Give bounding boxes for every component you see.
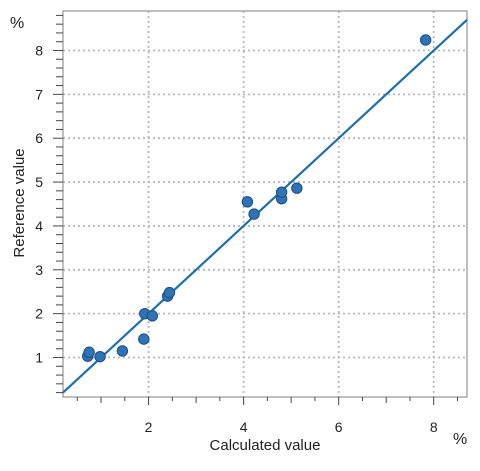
y-tick-label: 4 [35,218,43,234]
data-point [419,34,432,46]
data-point [146,310,159,322]
data-point [291,182,303,194]
y-tick-label: 8 [35,42,43,58]
data-point [163,286,176,299]
y-tick-label: 2 [35,306,43,322]
data-point [138,333,150,345]
data-point [248,208,260,220]
x-unit-label: % [453,431,467,448]
x-axis-label: Calculated value [210,437,321,454]
grid-layer [63,11,467,397]
x-tick-label: 2 [145,419,153,435]
y-tick-label: 1 [35,350,43,366]
data-point [241,196,254,208]
y-unit-label: % [10,15,24,32]
y-axis-label: Reference value [11,148,28,257]
data-point [116,345,129,357]
tick-layer [53,14,458,405]
data-point [275,186,288,198]
y-tick-label: 5 [35,174,43,190]
y-tick-label: 7 [35,86,43,102]
x-tick-label: 8 [430,419,438,435]
y-tick-label: 3 [35,262,43,278]
x-tick-label: 4 [240,419,248,435]
data-point [83,346,95,358]
regression-line [62,18,468,394]
plot-frame [62,10,468,398]
y-tick-label: 6 [35,130,43,146]
point-layer [82,34,432,363]
x-tick-label: 6 [335,419,343,435]
data-point [94,350,106,363]
tick-label-layer: 2 4 6 8 1 2 3 4 5 6 7 8 [35,42,438,435]
